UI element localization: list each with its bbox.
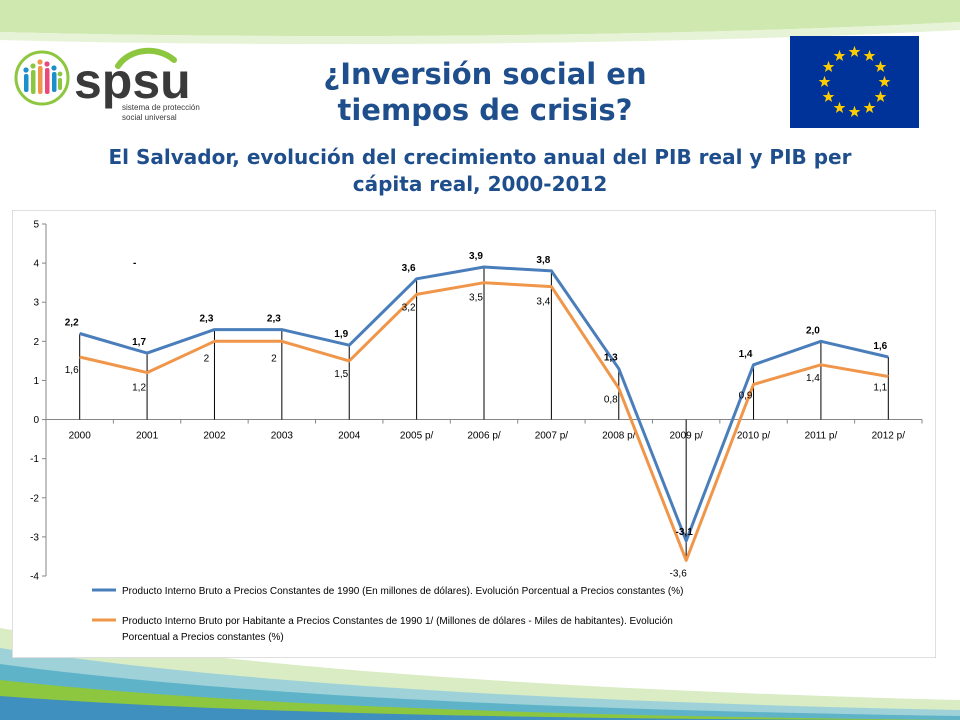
- logo-wordmark: spsu: [74, 53, 191, 109]
- logo-tagline-line2: social universal: [122, 113, 177, 122]
- chart-annotation: -: [133, 258, 136, 269]
- series-2-line: [79, 281, 889, 562]
- logo-arc: [115, 47, 177, 69]
- y-tick-label: 1: [33, 376, 39, 387]
- flag-star: [833, 49, 846, 62]
- series-1-data-label: 2,3: [200, 314, 214, 325]
- data-labels: 2,2 1,7 2,3 2,3 1,9 3,6 3,9 3,8 1,3 -3,1 1,4 2,0 1,6…: [65, 251, 888, 579]
- chart-legend: Producto Interno Bruto a Precios Constan…: [92, 586, 683, 643]
- x-tick-label: 2011 p/: [805, 431, 838, 442]
- series-2-data-label: 1,6: [65, 365, 79, 376]
- flag-star: [833, 101, 846, 113]
- series-1-data-label: 3,6: [402, 263, 416, 274]
- flag-stars: [818, 45, 891, 118]
- series-1-data-label: 3,9: [469, 251, 483, 262]
- series-2-data-label: 0,8: [604, 394, 618, 405]
- flag-star: [874, 60, 887, 73]
- y-tick-label: 3: [33, 298, 39, 309]
- chart-heading: El Salvador, evolución del crecimiento a…: [40, 144, 920, 198]
- series-2-data-label: 2: [271, 353, 277, 364]
- series-2-data-label: 3,4: [536, 297, 550, 308]
- x-tick-label: 2003: [271, 431, 294, 442]
- logo-people-icon: [14, 50, 70, 106]
- y-tick-label: -3: [30, 532, 39, 543]
- series-2-data-label: -3,6: [670, 568, 688, 579]
- flag-star: [822, 90, 835, 103]
- series-1-data-label: 1,9: [334, 329, 348, 340]
- y-tick-label: -2: [30, 493, 39, 504]
- series-1-data-label: 2,0: [806, 325, 820, 336]
- y-tick-label: -4: [30, 572, 39, 583]
- series-1-data-label: 3,8: [536, 255, 550, 266]
- y-tick-label: 2: [33, 337, 39, 348]
- series-1-data-label: 2,3: [267, 314, 281, 325]
- slide-title-line2: tiempos de crisis?: [337, 93, 633, 127]
- flag-star: [822, 60, 835, 73]
- chart-heading-line2: cápita real, 2000-2012: [352, 172, 608, 196]
- series-2-data-label: 1,5: [334, 369, 348, 380]
- series-lines: [79, 265, 889, 562]
- y-tick-label: -1: [30, 454, 39, 465]
- x-tick-label: 2002: [203, 431, 226, 442]
- x-tick-label: 2005 p/: [400, 431, 434, 442]
- legend-label-series-2: Porcentual a Precios constantes (%): [122, 632, 284, 643]
- x-tick-label: 2004: [338, 431, 361, 442]
- logo-tagline-line1: sistema de protección: [122, 103, 200, 112]
- series-1-data-label: -3,1: [676, 527, 694, 538]
- flag-star: [863, 49, 876, 62]
- series-2-data-label: 1,4: [806, 373, 820, 384]
- x-tick-label: 2006 p/: [467, 431, 501, 442]
- series-2-data-label: 2: [204, 353, 210, 364]
- slide-title: ¿Inversión social en tiempos de crisis?: [260, 56, 710, 128]
- series-2-data-label: 3,5: [469, 293, 483, 304]
- series-1-data-label: 1,7: [132, 337, 146, 348]
- series-2-data-label: 0,9: [739, 390, 753, 401]
- flag-star: [818, 75, 831, 88]
- spsu-logo: spsu sistema de protección social univer…: [12, 44, 222, 126]
- x-tick-label: 2007 p/: [535, 431, 569, 442]
- legend-label-series-2: Producto Interno Bruto por Habitante a P…: [122, 616, 673, 627]
- y-tick-label: 0: [33, 415, 39, 426]
- flag-star: [848, 45, 861, 58]
- y-tick-label: 5: [33, 220, 39, 231]
- flag-star: [848, 105, 861, 118]
- series-1-data-label: 2,2: [65, 318, 79, 329]
- series-1-data-label: 1,4: [739, 349, 753, 360]
- x-tick-label: 2001: [136, 431, 159, 442]
- y-tick-label: 4: [33, 259, 39, 270]
- x-tick-label: 2012 p/: [872, 431, 906, 442]
- top-green-band: [0, 0, 960, 37]
- series-1-data-label: 1,6: [873, 341, 887, 352]
- flag-star: [863, 101, 876, 113]
- x-tick-label: 2010 p/: [737, 431, 771, 442]
- slide-title-line1: ¿Inversión social en: [323, 57, 647, 91]
- flag-star: [874, 90, 887, 103]
- bottom-stripe-5: [0, 696, 900, 720]
- series-2-data-label: 1,1: [873, 383, 887, 394]
- chart-heading-line1: El Salvador, evolución del crecimiento a…: [108, 145, 852, 169]
- series-1-data-label: 1,3: [604, 353, 618, 364]
- series-2-data-label: 1,2: [132, 383, 146, 394]
- series-2-data-label: 3,2: [402, 302, 416, 313]
- x-tick-label: 2008 p/: [602, 431, 636, 442]
- legend-label-series-1: Producto Interno Bruto a Precios Constan…: [122, 586, 683, 597]
- x-tick-label: 2000: [69, 431, 92, 442]
- series-1-line: [79, 265, 889, 543]
- top-light-band: [0, 22, 960, 45]
- flag-star: [878, 75, 891, 88]
- european-union-flag-icon: [790, 36, 919, 128]
